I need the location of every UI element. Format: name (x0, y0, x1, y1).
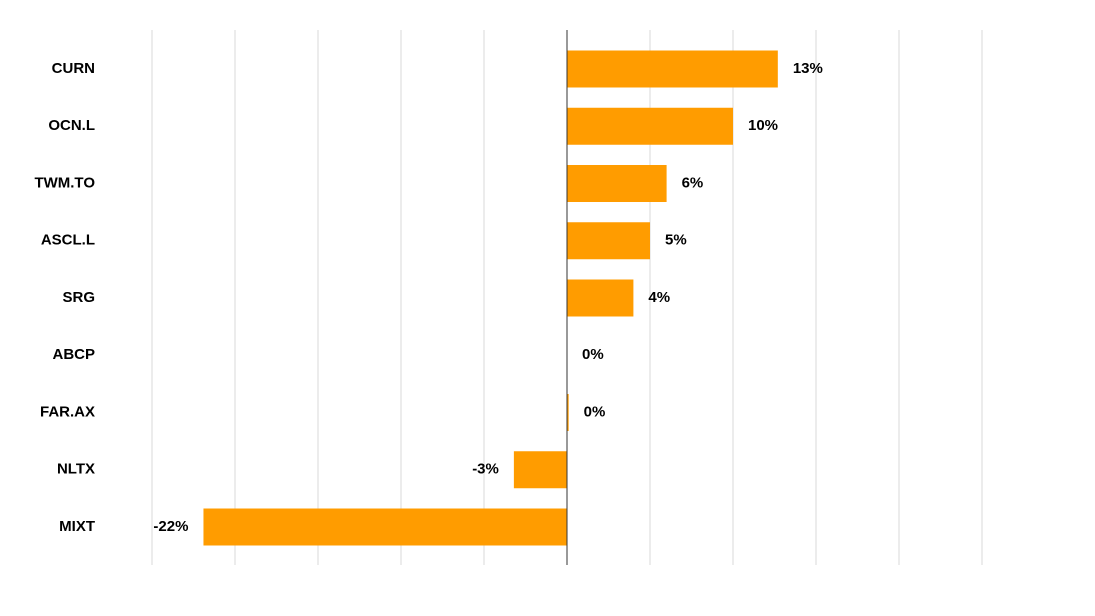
bar (567, 107, 733, 145)
bar (567, 50, 778, 88)
value-label: -3% (472, 461, 499, 478)
value-label: 10% (748, 117, 778, 134)
bar (513, 451, 567, 489)
value-label: -22% (153, 518, 188, 535)
value-label: 4% (648, 289, 670, 306)
bar (567, 165, 667, 202)
y-tick-label: OCN.L (48, 117, 95, 134)
value-label: 0% (584, 403, 606, 420)
value-label: 5% (665, 232, 687, 249)
y-tick-label: MIXT (59, 518, 95, 535)
y-tick-label: NLTX (57, 461, 95, 478)
value-label: 0% (582, 346, 604, 363)
bar (567, 279, 634, 317)
y-tick-label: SRG (62, 289, 95, 306)
value-label: 13% (793, 60, 823, 77)
bar (567, 394, 569, 431)
y-tick-label: TWM.TO (34, 174, 95, 191)
bar (567, 222, 650, 260)
value-label: 6% (682, 174, 704, 191)
y-tick-label: CURN (52, 60, 95, 77)
bar (203, 508, 567, 546)
y-tick-label: ABCP (52, 346, 95, 363)
y-tick-label: FAR.AX (40, 403, 95, 420)
y-tick-label: ASCL.L (41, 232, 95, 249)
